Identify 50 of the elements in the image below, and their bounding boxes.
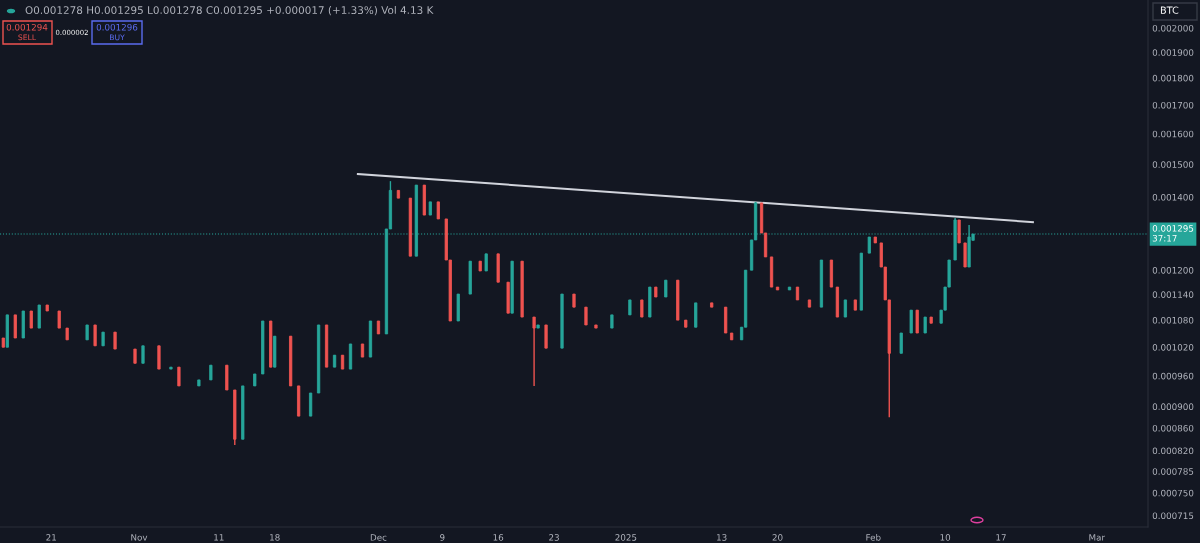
y-tick-label: 0.001200 <box>1152 267 1194 274</box>
y-tick-label: 0.001500 <box>1152 161 1194 168</box>
candlestick <box>308 392 313 417</box>
y-tick-label: 0.001080 <box>1152 316 1194 324</box>
candlestick <box>899 332 903 354</box>
y-tick-label: 0.001400 <box>1152 193 1194 201</box>
candlestick <box>544 324 548 349</box>
x-tick-label: Dec <box>370 534 387 541</box>
x-tick-label: 13 <box>717 534 727 541</box>
y-tick-label: 0.000750 <box>1152 489 1194 497</box>
candlestick <box>957 219 961 244</box>
x-tick-label: 21 <box>46 534 56 541</box>
candlestick <box>915 309 919 334</box>
y-tick-label: 0.001600 <box>1152 130 1194 138</box>
candlestick <box>157 345 161 370</box>
x-tick-label: 17 <box>996 534 1006 541</box>
x-tick-label: Mar <box>1089 534 1106 541</box>
x-tick-label: 11 <box>214 534 224 541</box>
y-tick-label: 0.000860 <box>1152 424 1194 432</box>
candlestick <box>37 304 41 329</box>
y-tick-label: 0.001900 <box>1152 49 1194 56</box>
annotation: 0.001296 <box>96 23 138 31</box>
candlestick <box>909 309 913 334</box>
x-tick-label: 9 <box>440 534 445 541</box>
text: BTC <box>1160 6 1179 14</box>
x-tick-label: 18 <box>270 534 280 541</box>
y-tick-label: 0.000715 <box>1152 512 1194 520</box>
y-tick-label: 0.001800 <box>1152 74 1194 82</box>
y-tick-label: 0.002000 <box>1152 24 1194 32</box>
y-tick-label: 0.000820 <box>1152 447 1194 455</box>
x-tick-label: Nov <box>131 534 148 541</box>
x-tick-label: Feb <box>866 533 881 541</box>
x-tick-label: 20 <box>772 534 783 541</box>
x-tick-label: 16 <box>493 534 504 541</box>
candlestick <box>532 316 536 387</box>
candlestick <box>13 314 17 339</box>
annotation: O0.001278 H0.001295 L0.001278 C0.001295 +0.000017 (+1.33%) Vol 4.13 K <box>25 5 434 16</box>
annotation: 0.001294 <box>6 23 48 31</box>
ref-line-label: 0.001295 37:17 <box>1152 225 1194 242</box>
y-tick-label: 0.000900 <box>1152 403 1194 410</box>
y-tick-label: 0.000960 <box>1152 372 1194 380</box>
x-tick-label: 23 <box>549 534 559 541</box>
x-tick-label: 10 <box>940 534 951 541</box>
candlestick <box>93 324 97 347</box>
y-tick-label: 0.001020 <box>1152 344 1194 351</box>
y-tick-label: 0.001140 <box>1152 291 1194 298</box>
y-tick-label: 0.000785 <box>1152 468 1194 475</box>
x-tick-label: 2025 <box>615 534 637 541</box>
y-tick-label: 0.001700 <box>1152 101 1194 109</box>
candlestick <box>177 366 181 387</box>
